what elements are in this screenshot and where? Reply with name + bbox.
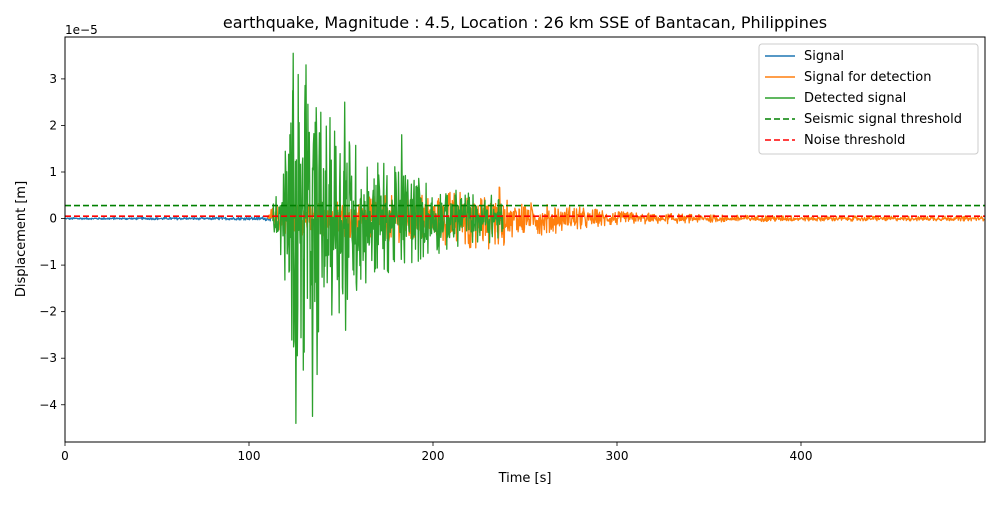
legend-label: Noise threshold (804, 133, 905, 148)
series-line-2 (272, 52, 504, 425)
x-tick-label: 200 (422, 449, 445, 463)
plot-frame (64, 36, 986, 443)
y-tick-label: 2 (49, 118, 57, 132)
legend-label: Detected signal (804, 91, 906, 106)
legend: Signal Signal for detection Detected signa… (758, 43, 979, 155)
x-axis-ticks: 0 100 200 300 400 (61, 442, 812, 463)
y-tick-label: −3 (39, 351, 57, 365)
series-line-0 (65, 216, 272, 222)
y-offset-label: 1e−5 (65, 23, 98, 37)
x-tick-label: 100 (238, 449, 261, 463)
y-tick-label: −2 (39, 305, 57, 319)
y-tick-label: −1 (39, 258, 57, 272)
x-tick-label: 300 (606, 449, 629, 463)
threshold-layer (65, 204, 985, 218)
series-layer (65, 52, 985, 425)
legend-label: Signal for detection (804, 70, 931, 85)
legend-box (758, 43, 979, 155)
chart-title: earthquake, Magnitude : 4.5, Location : … (223, 13, 827, 32)
y-axis-ticks: −4 −3 −2 −1 0 1 2 3 (39, 72, 65, 412)
legend-label: Signal (804, 49, 844, 64)
y-tick-label: 3 (49, 72, 57, 86)
x-tick-label: 400 (790, 449, 813, 463)
y-tick-label: 0 (49, 212, 57, 226)
x-tick-label: 0 (61, 449, 69, 463)
x-axis-label: Time [s] (498, 471, 552, 486)
y-tick-label: −4 (39, 398, 57, 412)
legend-label: Seismic signal threshold (804, 112, 962, 127)
y-tick-label: 1 (49, 165, 57, 179)
y-axis-label: Displacement [m] (14, 181, 29, 297)
